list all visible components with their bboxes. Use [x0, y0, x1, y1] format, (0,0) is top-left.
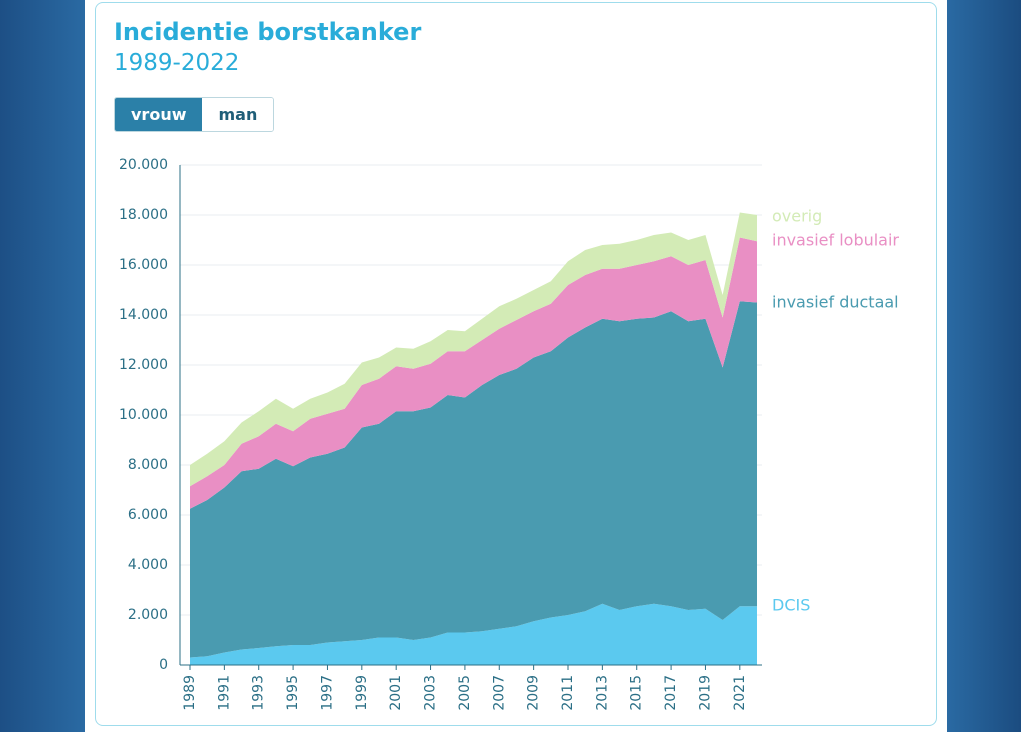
area	[190, 301, 757, 658]
x-tick-label: 1997	[319, 675, 335, 711]
x-tick-label: 2017	[663, 675, 679, 711]
y-tick-label: 14.000	[119, 307, 168, 323]
sex-toggle: vrouw man	[114, 97, 275, 132]
area	[190, 212, 757, 487]
chart-title: Incidentie borstkanker	[114, 18, 422, 46]
x-tick-label: 1989	[182, 675, 198, 711]
y-tick-label: 6.000	[128, 507, 168, 523]
toggle-button[interactable]: man	[202, 98, 274, 131]
x-tick-label: 2009	[526, 675, 542, 711]
series-label: invasief lobulair	[772, 231, 899, 250]
x-tick-label: 2019	[697, 675, 713, 711]
x-tick-label: 1993	[251, 675, 267, 711]
chart-subtitle: 1989-2022	[114, 50, 240, 76]
x-tick-label: 2001	[388, 675, 404, 711]
y-tick-label: 8.000	[128, 457, 168, 473]
x-tick-label: 2005	[457, 675, 473, 711]
y-tick-label: 12.000	[119, 357, 168, 373]
x-tick-label: 2013	[594, 675, 610, 711]
x-tick-label: 2015	[629, 675, 645, 711]
series-label: overig	[772, 207, 822, 226]
y-tick-label: 0	[159, 657, 168, 673]
y-tick-label: 2.000	[128, 607, 168, 623]
y-tick-label: 4.000	[128, 557, 168, 573]
x-tick-label: 1995	[285, 675, 301, 711]
area	[190, 237, 757, 509]
x-tick-label: 2003	[423, 675, 439, 711]
toggle-button[interactable]: vrouw	[115, 98, 203, 131]
y-tick-label: 10.000	[119, 407, 168, 423]
series-label: invasief ductaal	[772, 293, 899, 312]
x-tick-label: 2021	[732, 675, 748, 711]
x-tick-label: 2011	[560, 675, 576, 711]
y-tick-label: 18.000	[119, 207, 168, 223]
series-label: DCIS	[772, 596, 810, 615]
x-tick-label: 2007	[491, 675, 507, 711]
y-tick-label: 16.000	[119, 257, 168, 273]
y-tick-label: 20.000	[119, 157, 168, 173]
x-tick-label: 1991	[216, 675, 232, 711]
x-tick-label: 1999	[354, 675, 370, 711]
area	[190, 603, 757, 665]
